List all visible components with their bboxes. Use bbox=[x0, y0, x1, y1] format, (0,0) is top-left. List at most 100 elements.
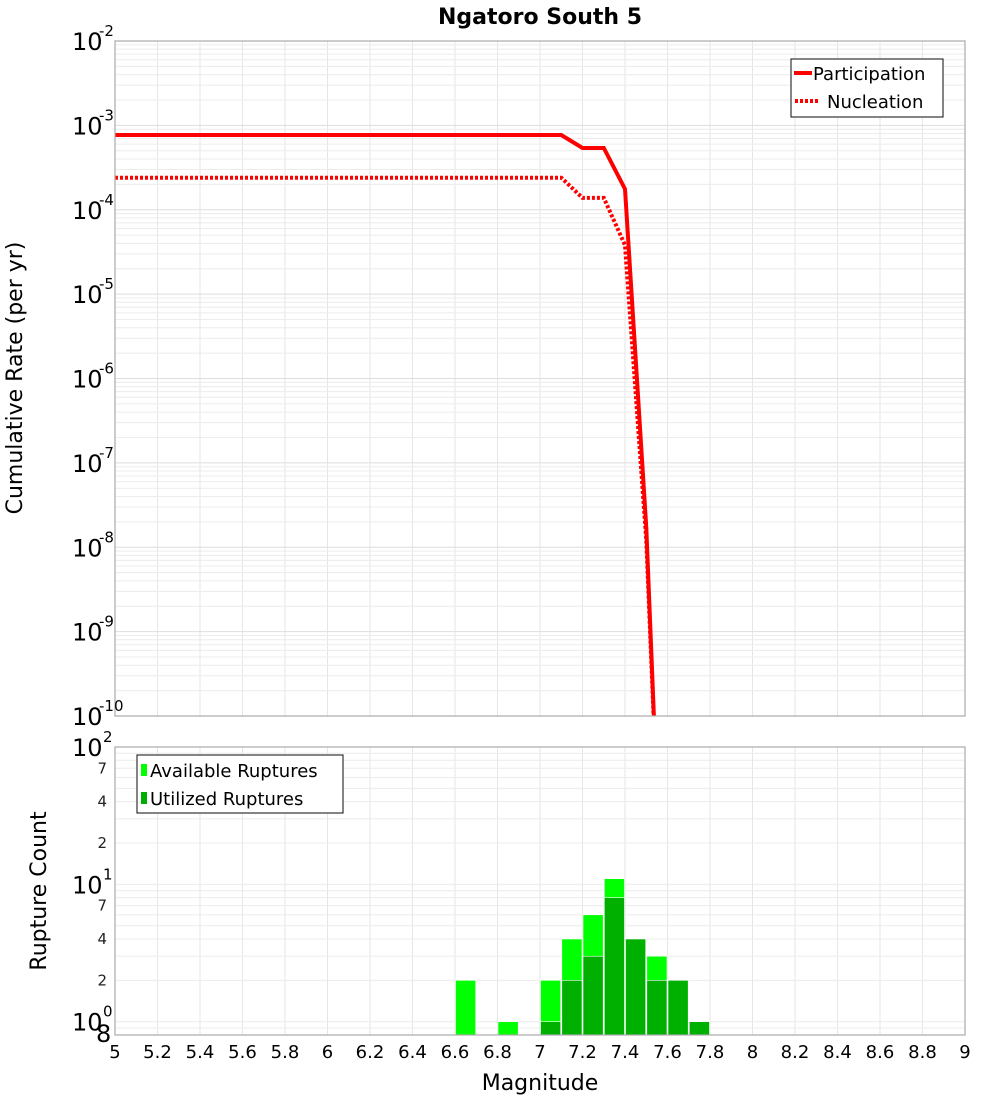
x-tick-label: 7 bbox=[534, 1042, 545, 1063]
utilized-ruptures-bar bbox=[667, 979, 689, 1036]
x-tick-label: 7.6 bbox=[653, 1042, 682, 1063]
bottom-y-axis-label: Rupture Count bbox=[27, 811, 52, 971]
top-legend-box bbox=[790, 58, 944, 118]
svg-text:-4: -4 bbox=[99, 191, 114, 209]
y-minor-tick-label: 8 bbox=[96, 1020, 111, 1048]
available-legend-swatch bbox=[141, 764, 147, 776]
nucleation-line bbox=[115, 175, 656, 716]
x-tick-label: 5.8 bbox=[271, 1042, 300, 1063]
svg-text:-5: -5 bbox=[99, 275, 114, 293]
y-tick-label: 10 2 bbox=[72, 728, 113, 762]
rate-curves bbox=[115, 133, 656, 716]
svg-text:10: 10 bbox=[72, 450, 103, 478]
svg-text:10: 10 bbox=[72, 366, 103, 394]
y-tick-label: 10-3 bbox=[72, 106, 114, 140]
y-minor-tick-label: 7 bbox=[97, 759, 107, 777]
svg-text:-10: -10 bbox=[99, 697, 124, 715]
chart-title: Ngatoro South 5 bbox=[438, 5, 642, 30]
x-tick-label: 8.6 bbox=[866, 1042, 895, 1063]
utilized-legend-swatch bbox=[141, 792, 147, 804]
x-tick-label: 6.8 bbox=[483, 1042, 512, 1063]
y-tick-label: 10-9 bbox=[72, 613, 114, 647]
top-legend: Participation Nucleation bbox=[790, 58, 944, 118]
available-ruptures-bar bbox=[497, 1021, 519, 1036]
x-tick-label: 8.2 bbox=[781, 1042, 810, 1063]
available-legend-label: Available Ruptures bbox=[150, 761, 318, 782]
y-minor-tick-label: 2 bbox=[97, 834, 107, 852]
participation-line bbox=[115, 133, 656, 716]
y-tick-label: 10-5 bbox=[72, 275, 114, 309]
x-tick-label: 5.6 bbox=[228, 1042, 257, 1063]
svg-text:10: 10 bbox=[72, 112, 103, 140]
x-tick-label: 6 bbox=[322, 1042, 333, 1063]
utilized-ruptures-bar bbox=[625, 938, 647, 1036]
x-tick-label: 6.4 bbox=[398, 1042, 427, 1063]
x-tick-label: 6.6 bbox=[441, 1042, 470, 1063]
svg-text:-9: -9 bbox=[99, 613, 114, 631]
utilized-ruptures-bar bbox=[582, 955, 604, 1036]
top-y-axis-ticks: 10-210-310-410-510-610-710-810-910-10 bbox=[72, 22, 124, 731]
svg-text:-6: -6 bbox=[99, 360, 114, 378]
rupture-bars bbox=[455, 878, 710, 1036]
svg-text:2: 2 bbox=[103, 728, 113, 746]
svg-text:10: 10 bbox=[72, 281, 103, 309]
svg-text:10: 10 bbox=[72, 734, 103, 762]
y-tick-label: 10-6 bbox=[72, 360, 114, 394]
available-ruptures-bar bbox=[455, 979, 477, 1036]
y-minor-tick-label: 2 bbox=[97, 971, 107, 989]
y-minor-tick-label: 7 bbox=[97, 897, 107, 915]
utilized-legend-label: Utilized Ruptures bbox=[150, 789, 303, 810]
top-gridlines bbox=[115, 41, 966, 717]
x-tick-label: 5.4 bbox=[186, 1042, 215, 1063]
svg-text:10: 10 bbox=[72, 871, 103, 899]
x-tick-label: 9 bbox=[959, 1042, 970, 1063]
y-minor-tick-label: 4 bbox=[97, 930, 107, 948]
y-tick-label: 10-7 bbox=[72, 444, 114, 478]
x-tick-label: 5.2 bbox=[143, 1042, 172, 1063]
svg-text:0: 0 bbox=[103, 1003, 113, 1021]
svg-text:10: 10 bbox=[72, 197, 103, 225]
x-axis-label: Magnitude bbox=[482, 1071, 599, 1096]
svg-text:-7: -7 bbox=[99, 444, 114, 462]
top-plot-border bbox=[114, 40, 966, 717]
x-tick-label: 7.2 bbox=[568, 1042, 597, 1063]
x-tick-label: 7.8 bbox=[696, 1042, 725, 1063]
svg-text:10: 10 bbox=[72, 1009, 103, 1037]
x-tick-label: 8.8 bbox=[908, 1042, 937, 1063]
utilized-ruptures-bar bbox=[603, 897, 625, 1036]
y-tick-label: 10-4 bbox=[72, 191, 114, 225]
svg-text:-3: -3 bbox=[99, 106, 114, 124]
utilized-ruptures-bar bbox=[646, 979, 668, 1036]
x-tick-label: 5 bbox=[109, 1042, 120, 1063]
svg-text:10: 10 bbox=[72, 28, 103, 56]
utilized-ruptures-bar bbox=[561, 979, 583, 1036]
y-tick-label: 10 0 bbox=[72, 1003, 113, 1037]
svg-text:10: 10 bbox=[72, 619, 103, 647]
bottom-legend: Available Ruptures Utilized Ruptures bbox=[136, 754, 344, 814]
utilized-ruptures-bar bbox=[688, 1021, 710, 1036]
x-tick-label: 7.4 bbox=[611, 1042, 640, 1063]
cumulative-rate-plot: 10-210-310-410-510-610-710-810-910-10 Cu… bbox=[3, 22, 966, 731]
y-tick-label: 10-10 bbox=[72, 697, 124, 731]
nucleation-legend-label: Nucleation bbox=[827, 92, 923, 113]
svg-text:-2: -2 bbox=[99, 22, 114, 40]
participation-legend-label: Participation bbox=[813, 64, 925, 85]
x-axis-ticks: 5 5.2 5.4 5.6 5.8 6 6.2 6.4 6.6 6.8 7 7.2 7.4 7.6 7.8 8… bbox=[109, 1042, 970, 1063]
top-y-axis-label: Cumulative Rate (per yr) bbox=[3, 242, 28, 515]
svg-text:10: 10 bbox=[72, 703, 103, 731]
svg-text:10: 10 bbox=[72, 534, 103, 562]
y-tick-label: 10-2 bbox=[72, 22, 114, 56]
bottom-plot-border bbox=[114, 746, 966, 1036]
y-minor-tick-label: 4 bbox=[97, 793, 107, 811]
y-tick-label: 10 1 bbox=[72, 865, 113, 899]
utilized-ruptures-bar bbox=[540, 1021, 562, 1036]
x-tick-label: 8.4 bbox=[823, 1042, 852, 1063]
x-tick-label: 6.2 bbox=[356, 1042, 385, 1063]
bottom-legend-box bbox=[136, 754, 344, 814]
svg-text:1: 1 bbox=[103, 865, 113, 883]
x-tick-label: 8 bbox=[747, 1042, 758, 1063]
svg-text:-8: -8 bbox=[99, 528, 114, 546]
